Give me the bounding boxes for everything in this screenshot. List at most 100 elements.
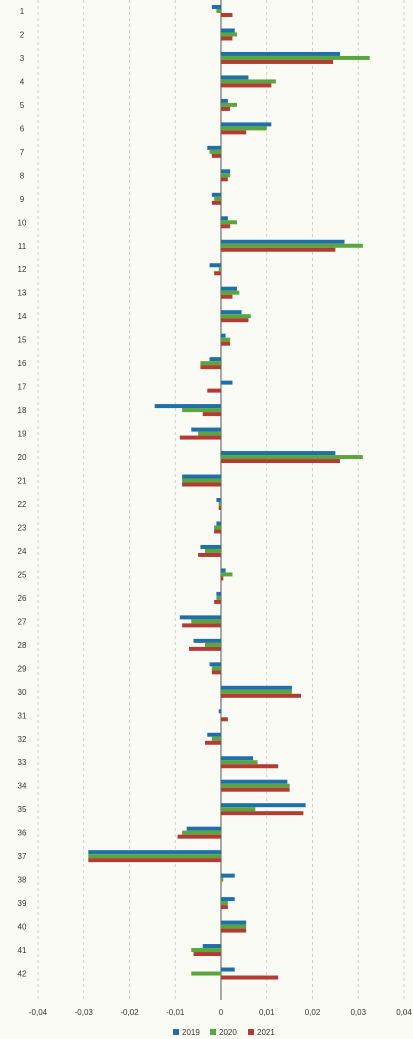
x-tick-label: -0,01 (166, 1008, 185, 1017)
bar-2019-cat-12 (209, 263, 221, 268)
category-label: 9 (20, 195, 25, 204)
bar-2021-cat-19 (179, 435, 221, 440)
x-tick-label: -0,03 (75, 1008, 94, 1017)
bar-2019-cat-15 (221, 333, 226, 338)
x-axis-ticks: -0,04 -0,03 -0,02 -0,01 0 0,01 0,02 0,03 0,04 (29, 1008, 412, 1017)
bar-2019-cat-6 (221, 122, 272, 127)
bar-2021-cat-15 (221, 341, 231, 346)
bar-2019-cat-9 (211, 192, 221, 197)
bar-2021-cat-26 (214, 599, 221, 604)
bar-2020-cat-10 (221, 220, 238, 225)
bar-2019-cat-28 (193, 638, 221, 643)
bar-2019-cat-32 (207, 732, 221, 737)
bar-2021-cat-11 (221, 247, 336, 252)
bar-2019-cat-26 (216, 591, 221, 596)
bar-2019-cat-5 (221, 98, 228, 103)
legend: 2019 2020 2021 (173, 1028, 275, 1037)
category-label: 8 (20, 171, 25, 180)
category-label: 21 (18, 477, 27, 486)
category-label: 22 (18, 500, 27, 509)
bar-2019-cat-19 (191, 427, 221, 432)
bar-2019-cat-38 (221, 873, 235, 878)
category-label: 35 (18, 805, 27, 814)
category-label: 13 (18, 289, 27, 298)
category-label: 1 (20, 7, 25, 16)
bar-2021-cat-38 (221, 881, 222, 886)
legend-label-2020: 2020 (219, 1028, 237, 1037)
category-label: 7 (20, 148, 25, 157)
bar-2020-cat-24 (204, 548, 221, 553)
category-label: 18 (18, 406, 27, 415)
x-tick-label: -0,02 (120, 1008, 139, 1017)
bar-2021-cat-30 (221, 693, 302, 698)
bar-2019-cat-14 (221, 310, 242, 315)
bar-2020-cat-12 (218, 267, 221, 272)
bar-2021-cat-33 (221, 764, 279, 769)
bar-2021-cat-23 (214, 529, 221, 534)
bar-2020-cat-19 (198, 431, 221, 436)
bar-2021-cat-4 (221, 83, 272, 88)
bar-2021-cat-37 (88, 858, 221, 863)
bar-2019-cat-20 (221, 451, 336, 456)
bar-2021-cat-36 (177, 834, 221, 839)
bar-2020-cat-42 (191, 971, 221, 976)
bar-2019-cat-11 (221, 239, 345, 244)
bar-2021-cat-40 (221, 928, 247, 933)
x-tick-label: 0 (219, 1008, 224, 1017)
category-label: 26 (18, 594, 27, 603)
bar-2020-cat-26 (216, 595, 221, 600)
category-label: 32 (18, 735, 27, 744)
bar-2019-cat-16 (209, 357, 221, 362)
bar-2019-cat-31 (218, 709, 221, 714)
x-tick-label: 0,04 (396, 1008, 412, 1017)
bar-2019-cat-21 (182, 474, 221, 479)
bar-2019-cat-22 (216, 498, 221, 502)
bar-2020-cat-32 (211, 736, 221, 741)
bar-2020-cat-20 (221, 455, 363, 460)
bar-2020-cat-25 (221, 572, 233, 577)
category-label: 39 (18, 899, 27, 908)
category-label: 38 (18, 876, 27, 885)
bar-2020-cat-37 (88, 854, 221, 859)
legend-swatch-2019 (173, 1029, 179, 1035)
category-label: 34 (18, 782, 27, 791)
bar-2019-cat-35 (221, 803, 306, 808)
category-label: 27 (18, 617, 27, 626)
bar-2020-cat-30 (221, 689, 292, 694)
bar-2020-cat-4 (221, 79, 276, 84)
bar-2021-cat-18 (202, 412, 221, 417)
bar-2021-cat-5 (221, 106, 231, 111)
category-label: 4 (20, 77, 25, 86)
x-tick-label: 0,01 (259, 1008, 275, 1017)
bar-2021-cat-22 (218, 506, 221, 510)
bar-2021-cat-17 (207, 388, 221, 393)
bar-2021-cat-29 (211, 670, 221, 675)
category-label: 20 (18, 453, 27, 462)
bar-2021-cat-12 (214, 271, 221, 276)
category-label: 16 (18, 359, 27, 368)
bar-2021-cat-27 (182, 623, 221, 628)
x-tick-label: 0,02 (305, 1008, 321, 1017)
bar-2020-cat-27 (191, 619, 221, 624)
bar-2021-cat-20 (221, 459, 340, 464)
bar-2020-cat-2 (221, 32, 238, 37)
legend-label-2019: 2019 (182, 1028, 200, 1037)
bar-2020-cat-13 (221, 290, 240, 295)
bar-2020-cat-5 (221, 102, 238, 107)
bar-2021-cat-39 (221, 905, 228, 910)
bar-2019-cat-1 (211, 5, 221, 9)
category-label: 28 (18, 641, 27, 650)
bar-2021-cat-14 (221, 318, 249, 323)
bar-2020-cat-1 (216, 9, 221, 13)
bar-2021-cat-35 (221, 811, 304, 816)
bar-2019-cat-36 (186, 826, 221, 831)
bar-2020-cat-29 (211, 666, 221, 671)
category-label: 23 (18, 523, 27, 532)
bar-2020-cat-23 (214, 525, 221, 530)
category-label: 5 (20, 101, 25, 110)
bar-2019-cat-39 (221, 897, 235, 902)
bar-2020-cat-18 (182, 408, 221, 413)
bar-2020-cat-39 (221, 901, 228, 906)
category-label: 17 (18, 383, 27, 392)
category-label: 42 (18, 970, 27, 979)
